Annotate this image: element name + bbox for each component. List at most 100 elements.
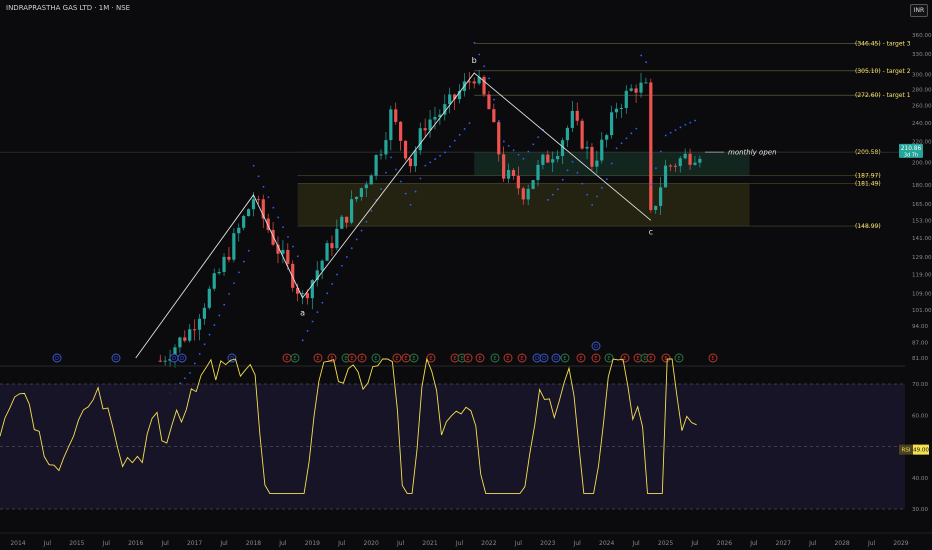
candle-body <box>443 104 447 115</box>
badge-dividend-icon <box>177 353 187 363</box>
psar-dot <box>463 128 466 130</box>
badge-earnings-icon <box>409 353 419 363</box>
badge-letter: E <box>350 356 353 362</box>
badge-earnings-icon <box>560 353 570 363</box>
psar-dot <box>532 143 535 146</box>
rsi-name: RSI <box>902 448 911 454</box>
psar-dot <box>679 126 682 129</box>
badge-dividend-icon <box>551 353 561 363</box>
x-tick: 2016 <box>128 540 143 547</box>
psar-dot <box>193 362 196 365</box>
psar-dot <box>326 292 329 295</box>
psar-dots <box>169 41 697 395</box>
candle-body <box>325 243 329 261</box>
psar-dot <box>316 311 319 314</box>
badge-letter: E <box>664 356 667 362</box>
candle-body <box>374 155 378 176</box>
psar-dot <box>522 157 525 160</box>
candle-body <box>428 119 432 131</box>
psar-dot <box>257 175 260 178</box>
badge-letter: E <box>429 356 432 362</box>
x-tick: Jul <box>573 540 582 547</box>
candle-body <box>222 256 226 272</box>
candle-body <box>438 114 442 118</box>
candle-body <box>202 307 207 319</box>
badge-letter: E <box>330 356 333 362</box>
psar-dot <box>301 339 304 342</box>
badge-letter: E <box>607 356 610 362</box>
rsi-value: 49.00 <box>913 448 929 454</box>
candle-body <box>678 158 682 167</box>
psar-dot <box>493 98 495 101</box>
psar-dot <box>341 264 343 267</box>
candle-body <box>673 165 677 167</box>
psar-dot <box>547 198 549 201</box>
psar-dot <box>409 203 412 206</box>
x-tick: Jul <box>690 540 699 547</box>
psar-dot <box>345 256 348 258</box>
x-tick: Jul <box>631 540 640 547</box>
psar-dot <box>640 54 643 57</box>
price-tick: 109.00 <box>912 292 932 298</box>
badge-letter: D <box>55 356 59 362</box>
psar-dot <box>277 216 280 219</box>
badge-letter: D <box>542 356 546 362</box>
psar-dot <box>576 171 579 174</box>
badge-earnings-icon <box>517 353 527 363</box>
candle-body <box>227 256 231 260</box>
psar-dot <box>615 147 618 150</box>
level-label: (181.49) <box>855 180 881 187</box>
candle-body <box>595 160 599 167</box>
psar-dot <box>218 314 221 317</box>
badge-letter: E <box>404 356 407 362</box>
psar-dot <box>399 180 402 183</box>
currency-button[interactable]: INR <box>910 4 928 17</box>
candle-body <box>629 88 633 91</box>
x-tick: 2020 <box>364 540 379 547</box>
badge-letter: E <box>453 356 456 362</box>
price-tick: 240.00 <box>912 121 932 127</box>
price-tick: 220.00 <box>912 140 932 146</box>
candle-body <box>384 140 388 155</box>
badge-earnings-icon <box>313 353 323 363</box>
candle-body <box>178 337 182 348</box>
x-tick: 2018 <box>246 540 261 547</box>
badge-earnings-icon <box>604 353 614 363</box>
x-tick: 2024 <box>599 540 614 547</box>
psar-dot <box>385 171 388 174</box>
badge-earnings-icon <box>576 353 586 363</box>
price-tick: 87.00 <box>912 341 928 347</box>
x-tick: 2014 <box>10 540 25 547</box>
badge-letter: D <box>172 356 176 362</box>
badge-earnings-icon <box>347 353 357 363</box>
candle-body <box>526 188 530 200</box>
candle-body <box>286 249 290 264</box>
candle-body <box>560 140 565 156</box>
psar-dot <box>458 133 461 136</box>
psar-dot <box>674 129 677 132</box>
candle-body <box>477 76 481 84</box>
psar-dot <box>198 352 201 355</box>
psar-dot <box>645 61 647 64</box>
candle-body <box>546 154 550 163</box>
badge-earnings-icon <box>475 353 485 363</box>
badge-letter: E <box>374 356 377 362</box>
price-tick: 260.00 <box>912 103 932 109</box>
psar-dot <box>252 164 255 167</box>
psar-dot <box>287 235 289 238</box>
candle-body <box>502 154 506 179</box>
candle-body <box>649 82 653 211</box>
psar-dot <box>537 136 540 138</box>
wave-label-a: a <box>300 309 305 318</box>
candle-body <box>413 150 417 167</box>
rsi-line <box>0 357 697 494</box>
candle-body <box>556 155 560 160</box>
psar-dot <box>561 178 564 181</box>
rsi-tick: 40.00 <box>912 476 928 482</box>
candle-body <box>683 153 687 159</box>
candle-body <box>310 280 314 299</box>
badge-letter: E <box>623 356 626 362</box>
badge-dividend-icon <box>227 353 237 363</box>
x-tick: Jul <box>808 540 817 547</box>
